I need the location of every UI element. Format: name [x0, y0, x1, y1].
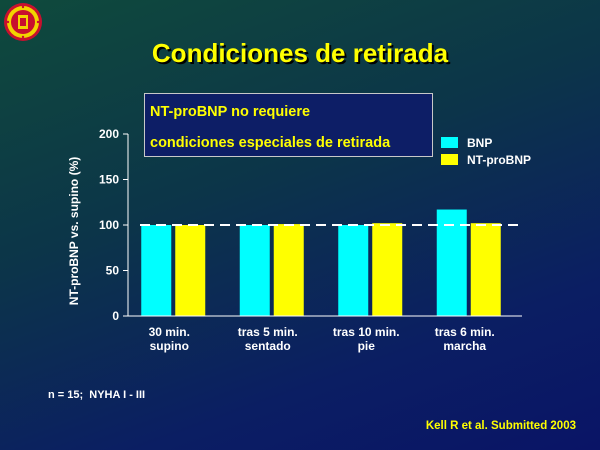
x-tick-label: pie	[358, 339, 376, 353]
x-tick-label: supino	[150, 339, 189, 353]
citation: Kell R et al. Submitted 2003	[425, 420, 576, 432]
y-tick-label: 200	[99, 127, 119, 141]
legend-label: BNP	[467, 136, 492, 150]
y-tick-label: 150	[99, 173, 119, 187]
note-line-1: NT-proBNP no requiere	[150, 104, 311, 120]
sample-size-note: n = 15; NYHA I - III	[48, 389, 146, 401]
y-axis-label: NT-proBNP vs. supino (%)	[67, 157, 81, 305]
legend-label: NT-proBNP	[467, 153, 531, 167]
y-tick-label: 100	[99, 218, 119, 232]
bar-bnp-3	[436, 209, 467, 316]
note-box	[144, 93, 433, 157]
x-tick-label: marcha	[443, 339, 486, 353]
x-tick-label: tras 6 min.	[435, 325, 495, 339]
x-tick-label: tras 10 min.	[333, 325, 400, 339]
legend-swatch	[441, 154, 458, 165]
x-tick-label: sentado	[245, 339, 291, 353]
y-tick-label: 50	[106, 264, 120, 278]
bar-bnp-1	[239, 225, 270, 316]
note-line-2: condiciones especiales de retirada	[150, 135, 391, 151]
x-tick-label: tras 5 min.	[238, 325, 298, 339]
seal-logo	[4, 3, 42, 41]
x-tick-label: 30 min.	[149, 325, 190, 339]
bar-nt-probnp-0	[175, 225, 206, 316]
bar-nt-probnp-1	[273, 224, 304, 316]
bar-bnp-0	[141, 225, 172, 316]
bar-nt-probnp-3	[470, 223, 501, 316]
legend-swatch	[441, 137, 458, 148]
bar-nt-probnp-2	[372, 223, 403, 316]
slide-title: Condiciones de retirada	[151, 38, 449, 68]
y-tick-label: 0	[112, 309, 119, 323]
bar-bnp-2	[338, 225, 369, 316]
